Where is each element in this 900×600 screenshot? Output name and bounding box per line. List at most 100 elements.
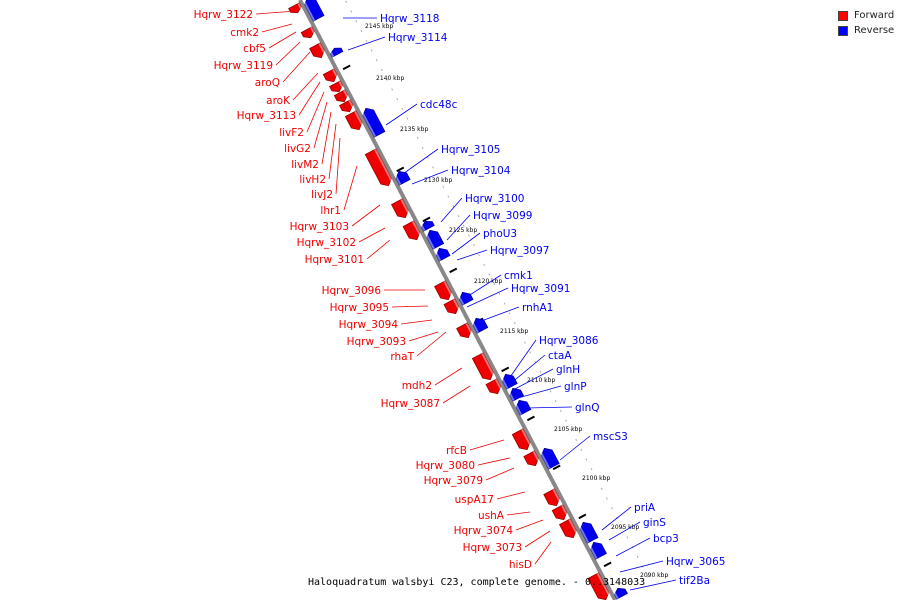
forward-gene-block-highlight xyxy=(494,378,503,392)
reverse-leader-line xyxy=(517,385,562,399)
forward-gene-label: Hqrw_3119 xyxy=(214,60,273,72)
reverse-gene-label: Hqrw_3114 xyxy=(388,32,448,44)
forward-gene-label: Hqrw_3080 xyxy=(416,460,475,472)
reverse-leader-line xyxy=(451,232,481,255)
reverse-gene-block xyxy=(330,47,344,58)
forward-leader-line xyxy=(391,305,429,308)
forward-gene-block-highlight xyxy=(411,220,423,238)
reverse-gene-label: mscS3 xyxy=(593,431,628,443)
forward-leader-line xyxy=(366,239,391,260)
reverse-gene-block-highlight xyxy=(588,544,598,560)
reverse-gene-block xyxy=(304,0,325,22)
reverse-leader-line xyxy=(385,103,418,126)
forward-gene-block-highlight xyxy=(465,322,474,336)
forward-gene-label: livM2 xyxy=(291,159,319,171)
reverse-leader-line xyxy=(619,560,664,573)
reverse-gene-label: rnhA1 xyxy=(522,302,553,314)
forward-swatch xyxy=(838,10,848,21)
forward-gene-block-highlight xyxy=(318,42,327,56)
scale-tick xyxy=(396,166,405,173)
scale-tick xyxy=(501,366,510,373)
forward-gene-label: livF2 xyxy=(279,127,304,139)
scale-tick xyxy=(342,64,351,71)
forward-gene-block-highlight xyxy=(297,2,303,11)
forward-gene-label: Hqrw_3087 xyxy=(381,398,440,410)
forward-gene-block-highlight xyxy=(521,428,533,448)
forward-gene-block-highlight xyxy=(552,488,562,504)
forward-gene-block-highlight xyxy=(443,280,454,298)
forward-gene-block xyxy=(322,68,338,83)
reverse-gene-block-highlight xyxy=(500,376,509,390)
forward-leader-line xyxy=(335,137,341,195)
reverse-gene-block-highlight xyxy=(612,590,619,600)
reverse-swatch xyxy=(838,25,848,36)
forward-leader-line xyxy=(275,41,301,66)
reverse-leader-line xyxy=(461,274,502,301)
reverse-gene-label: Hqrw_3100 xyxy=(465,193,524,205)
reverse-leader-line xyxy=(456,249,488,261)
scale-tick xyxy=(578,513,587,520)
reverse-gene-block xyxy=(515,399,532,416)
tick-label: 2115 kbp xyxy=(500,328,528,335)
forward-gene-label: Hqrw_3101 xyxy=(305,254,364,266)
forward-gene-label: Hqrw_3094 xyxy=(339,319,399,331)
forward-gene-block xyxy=(456,322,472,339)
forward-gene-block xyxy=(551,504,568,521)
reverse-gene-block-highlight xyxy=(419,223,426,232)
reverse-gene-label: Hqrw_3105 xyxy=(441,144,500,156)
forward-gene-label: livG2 xyxy=(284,143,311,155)
reverse-leader-line xyxy=(483,306,520,321)
forward-gene-block-highlight xyxy=(310,26,317,36)
forward-gene-label: lhr1 xyxy=(320,205,341,217)
forward-gene-block-highlight xyxy=(561,504,570,518)
forward-gene-block xyxy=(543,488,560,507)
reverse-leader-line xyxy=(466,287,509,308)
reverse-gene-block xyxy=(421,220,435,232)
reverse-gene-label: Hqrw_3091 xyxy=(511,283,570,295)
reverse-gene-block-highlight xyxy=(424,232,435,250)
reverse-gene-block xyxy=(590,541,607,560)
legend-item-reverse: Reverse xyxy=(838,23,894,38)
forward-gene-block xyxy=(344,110,363,131)
scale-tick xyxy=(526,415,535,422)
reverse-gene-block xyxy=(614,587,628,600)
tick-label: 2105 kbp xyxy=(554,426,582,433)
forward-gene-block xyxy=(402,220,421,241)
reverse-gene-block xyxy=(435,247,451,262)
reverse-leader-line xyxy=(512,368,554,391)
forward-gene-block-highlight xyxy=(481,352,496,378)
forward-gene-block xyxy=(364,148,392,187)
reverse-gene-label: glnP xyxy=(564,381,587,393)
tick-label: 2100 kbp xyxy=(582,475,610,482)
reverse-gene-block-highlight xyxy=(302,0,316,22)
forward-gene-block xyxy=(559,518,577,539)
forward-leader-line xyxy=(268,31,297,49)
reverse-gene-label: bcp3 xyxy=(653,533,679,545)
tick-label: 2090 kbp xyxy=(640,572,668,579)
legend-label-forward: Forward xyxy=(854,10,895,21)
forward-leader-line xyxy=(343,165,358,211)
reverse-leader-line xyxy=(509,354,546,385)
genome-caption: Haloquadratum walsbyi C23, complete geno… xyxy=(308,577,646,588)
tick-label: 2130 kbp xyxy=(424,177,452,184)
forward-gene-block xyxy=(434,280,452,301)
legend-label-reverse: Reverse xyxy=(854,25,895,36)
forward-leader-line xyxy=(485,467,515,481)
forward-leader-line xyxy=(261,23,293,33)
tick-label: 2145 kbp xyxy=(365,23,393,30)
reverse-gene-label: glnH xyxy=(556,364,580,376)
forward-gene-label: aroQ xyxy=(255,77,280,89)
reverse-gene-label: priA xyxy=(634,502,656,514)
forward-leader-line xyxy=(313,101,328,149)
scale-tick xyxy=(422,216,431,223)
scale-tick xyxy=(449,267,458,274)
forward-gene-block-highlight xyxy=(354,110,365,128)
reverse-gene-label: ctaA xyxy=(548,350,572,362)
reverse-gene-label: phoU3 xyxy=(483,228,517,240)
forward-gene-block xyxy=(443,298,460,315)
forward-gene-label: livH2 xyxy=(299,174,326,186)
forward-gene-block-highlight xyxy=(532,450,541,464)
forward-gene-block-highlight xyxy=(596,572,612,598)
forward-leader-line xyxy=(534,541,552,565)
